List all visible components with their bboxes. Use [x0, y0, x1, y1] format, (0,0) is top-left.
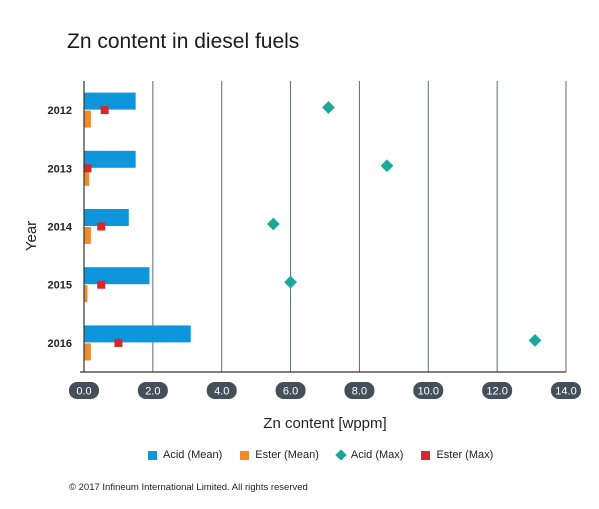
legend-item-acid-max: Acid (Max) [335, 449, 404, 461]
x-tick-label: 12.0 [486, 386, 507, 398]
bar-acid-mean [84, 209, 129, 226]
legend-label-ester-mean: Ester (Mean) [255, 449, 319, 461]
marker-acid-max [528, 333, 542, 347]
legend: Acid (Mean) Ester (Mean) Acid (Max) Este… [148, 449, 493, 461]
legend-swatch-ester-max [421, 450, 431, 460]
bar-acid-mean [84, 267, 150, 285]
y-tick-label: 2013 [48, 163, 72, 175]
x-tick-badge [551, 382, 581, 399]
axes: 2012 2013 2014 2015 2016 0.0 2.0 4.0 6.0 8.0 10.0 1… [48, 81, 581, 399]
marker-acid-max [266, 217, 280, 231]
x-axis-label: Zn content [wppm] [263, 415, 386, 432]
legend-label-ester-max: Ester (Max) [436, 449, 494, 461]
legend-label-acid-max: Acid (Max) [350, 449, 404, 461]
marker-acid-max [322, 101, 335, 114]
x-tick-badge [206, 382, 237, 399]
y-tick-label: 2014 [48, 222, 73, 234]
marker-acid-max [380, 159, 394, 173]
x-tick: 8.0 [344, 382, 375, 399]
x-tick-label: 10.0 [418, 386, 439, 398]
x-tick-badge [69, 382, 99, 399]
bar-acid-mean [84, 325, 191, 343]
x-tick-label: 14.0 [555, 386, 576, 398]
legend-swatch-ester-mean [240, 450, 250, 460]
marker-ester-max [83, 164, 92, 173]
bar-acid-mean [84, 92, 136, 110]
x-tick-label: 4.0 [214, 386, 229, 398]
x-tick-label: 8.0 [352, 386, 367, 398]
marker-ester-max [114, 338, 123, 347]
marker-ester-max [97, 222, 106, 231]
legend-label-acid-mean: Acid (Mean) [163, 449, 223, 461]
x-tick: 12.0 [482, 382, 513, 399]
x-tick: 10.0 [413, 382, 444, 399]
markers [83, 101, 542, 347]
x-tick-badge [482, 382, 513, 399]
legend-item-acid-mean: Acid (Mean) [148, 449, 222, 461]
chart-title: Zn content in diesel fuels [67, 30, 300, 53]
bar-ester-mean [84, 285, 88, 303]
marker-acid-max [284, 275, 297, 289]
legend-item-ester-mean: Ester (Mean) [240, 449, 319, 461]
x-tick: 2.0 [137, 382, 168, 399]
x-tick-badge [275, 382, 306, 399]
x-tick: 0.0 [69, 382, 99, 399]
x-tick-label: 2.0 [145, 386, 160, 398]
marker-ester-max [100, 106, 109, 115]
x-tick-label: 6.0 [283, 386, 298, 398]
bar-ester-mean [84, 110, 91, 128]
bar-ester-mean [84, 168, 90, 186]
bar-ester-mean [84, 227, 91, 244]
x-tick: 14.0 [551, 382, 581, 399]
bar-ester-mean [84, 343, 91, 361]
bars [84, 92, 191, 361]
copyright-notice: © 2017 Infineum International Limited. A… [69, 482, 308, 493]
x-tick-label: 0.0 [76, 386, 91, 398]
x-tick: 6.0 [275, 382, 306, 399]
x-tick-badge [137, 382, 168, 399]
x-tick-badge [344, 382, 375, 399]
y-tick-label: 2012 [48, 105, 72, 117]
y-axis-label: Year [23, 221, 40, 251]
x-tick-badge [413, 382, 444, 399]
y-tick-label: 2015 [48, 280, 72, 292]
y-tick-label: 2016 [48, 338, 72, 350]
legend-item-ester-max: Ester (Max) [421, 449, 493, 461]
legend-swatch-acid-mean [148, 450, 157, 460]
marker-ester-max [97, 280, 106, 289]
bar-acid-mean [84, 150, 136, 168]
x-tick: 4.0 [206, 382, 237, 399]
legend-swatch-acid-max [335, 449, 347, 461]
